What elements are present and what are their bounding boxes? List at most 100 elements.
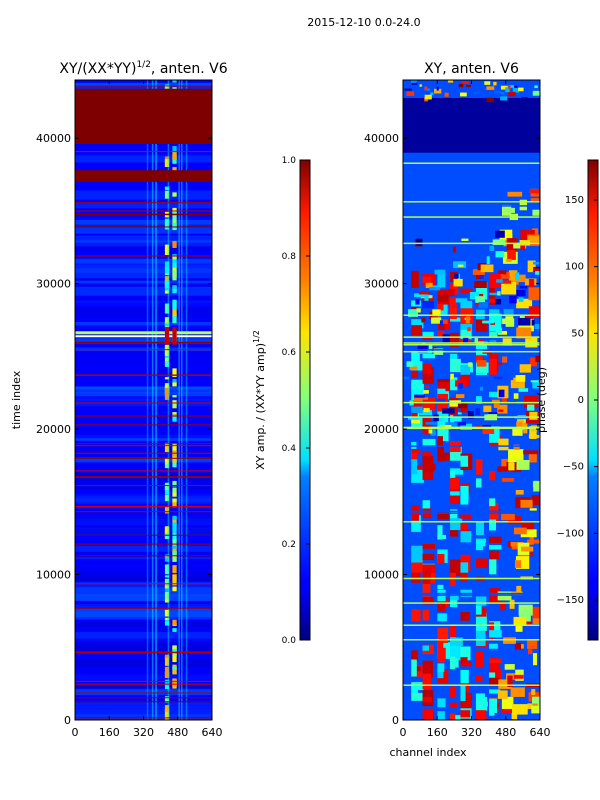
left-heatmap-row (75, 381, 212, 389)
right-heatmap-cell (422, 364, 432, 374)
right-heatmap-cell (437, 510, 449, 520)
right-heatmap-cell (489, 672, 496, 678)
right-xtick-label: 0 (400, 726, 407, 739)
right-heatmap-cell (411, 325, 422, 336)
right-heatmap-cell (489, 498, 496, 513)
right-heatmap-noise (455, 394, 465, 399)
right-heatmap-noise (533, 261, 540, 265)
left-heatmap-band-cell (172, 550, 177, 555)
right-heatmap-cell (450, 307, 457, 320)
right-heatmap-cell (411, 452, 418, 464)
right-heatmap-cell (460, 455, 469, 467)
left-heatmap-peak-row (75, 331, 212, 335)
right-heatmap-cell (524, 314, 534, 319)
left-heatmap-band-cell (164, 303, 170, 314)
right-heatmap-noise (498, 389, 505, 398)
right-heatmap-cell (489, 630, 502, 638)
right-heatmap-cell (489, 678, 500, 686)
right-heatmap-noise (457, 403, 468, 409)
right-heatmap-cell (450, 468, 464, 475)
right-heatmap-cell (460, 669, 469, 684)
left-heatmap-band-cell (164, 585, 170, 593)
right-heatmap-cell (499, 229, 513, 241)
right-heatmap-noise (493, 376, 503, 380)
left-heatmap-band-cell (172, 299, 177, 310)
left-heatmap-row (75, 708, 212, 717)
left-cb-tick-label: 0.6 (282, 348, 297, 358)
right-heatmap-cell (411, 515, 421, 532)
right-heatmap-noise (495, 251, 505, 258)
right-heatmap-noise (482, 320, 495, 324)
right-heatmap-cell (489, 689, 501, 694)
right-ytick-label: 20000 (364, 423, 399, 436)
right-heatmap-cell (411, 379, 424, 390)
left-heatmap-flag-line (75, 424, 212, 426)
right-heatmap-cell (450, 518, 463, 531)
left-heatmap-row (75, 556, 212, 560)
right-heatmap-noise (521, 97, 528, 102)
left-heatmap-band-cell (164, 317, 170, 324)
right-heatmap-cell (460, 676, 469, 692)
left-heatmap-band-cell (172, 382, 177, 387)
right-heatmap-cell (510, 541, 524, 547)
left-heatmap-row (75, 242, 212, 251)
left-heatmap-band-cell (172, 565, 177, 574)
right-heatmap-noise (535, 268, 540, 275)
right-heatmap-cell (460, 329, 472, 340)
left-heatmap-band-cell (164, 290, 170, 294)
right-heatmap-flag-line (403, 594, 540, 596)
right-heatmap-noise (434, 88, 442, 94)
left-heatmap-row (75, 386, 212, 394)
right-heatmap-cell (422, 567, 431, 584)
right-heatmap-cell (507, 675, 513, 687)
right-heatmap-noise (527, 404, 535, 411)
right-heatmap-noise (490, 322, 496, 325)
left-heatmap-band-cell (164, 377, 170, 380)
right-heatmap-cell (500, 271, 510, 279)
left-heatmap-flag-line (75, 543, 212, 545)
left-heatmap-flag-line (75, 151, 212, 153)
right-heatmap-noise (528, 279, 535, 287)
right-heatmap-cell (513, 444, 520, 450)
left-heatmap-row (75, 576, 212, 582)
left-heatmap-band-cell (164, 657, 170, 666)
figure-suptitle: 2015-12-10 0.0-24.0 (307, 16, 420, 29)
right-heatmap-cell (437, 613, 447, 622)
right-heatmap-cell (475, 596, 487, 606)
right-heatmap-noise (534, 324, 540, 330)
right-heatmap-cell (519, 199, 527, 211)
left-heatmap-flag-line (75, 485, 212, 487)
left-heatmap-band-cell (172, 412, 177, 415)
right-heatmap-cell (460, 531, 472, 543)
right-heatmap-cell (422, 471, 433, 480)
right-heatmap-cell (502, 318, 515, 327)
left-heatmap-row (75, 190, 212, 200)
right-heatmap-noise (486, 97, 495, 103)
right-heatmap-cell (489, 559, 497, 575)
right-heatmap-cell (411, 571, 421, 583)
right-heatmap-noise (486, 86, 495, 90)
right-heatmap-noise (500, 91, 505, 95)
right-heatmap-cell (475, 341, 487, 356)
left-heatmap-band-cell (172, 515, 177, 520)
left-heatmap-band-cell (172, 666, 177, 670)
right-ytick-label: 10000 (364, 569, 399, 582)
right-heatmap-flag-line (403, 624, 540, 626)
left-heatmap-row (75, 674, 212, 680)
right-heatmap-cell (422, 609, 430, 621)
right-heatmap-cell (532, 696, 540, 708)
left-heatmap-band-cell (164, 219, 170, 230)
right-heatmap-cell (460, 646, 471, 661)
right-heatmap-cell (437, 445, 445, 462)
right-heatmap-noise (516, 274, 526, 283)
right-heatmap-noise (453, 278, 463, 287)
right-heatmap-cell (450, 593, 458, 608)
right-heatmap-cell (489, 664, 501, 680)
right-heatmap-cell (422, 463, 436, 471)
right-heatmap-noise (418, 291, 431, 295)
left-heatmap-band-cell (172, 455, 177, 463)
right-heatmap-noise (494, 90, 502, 94)
left-heatmap-band-cell (164, 156, 170, 160)
right-heatmap-cell (460, 657, 468, 664)
left-heatmap-band-cell (172, 150, 177, 161)
